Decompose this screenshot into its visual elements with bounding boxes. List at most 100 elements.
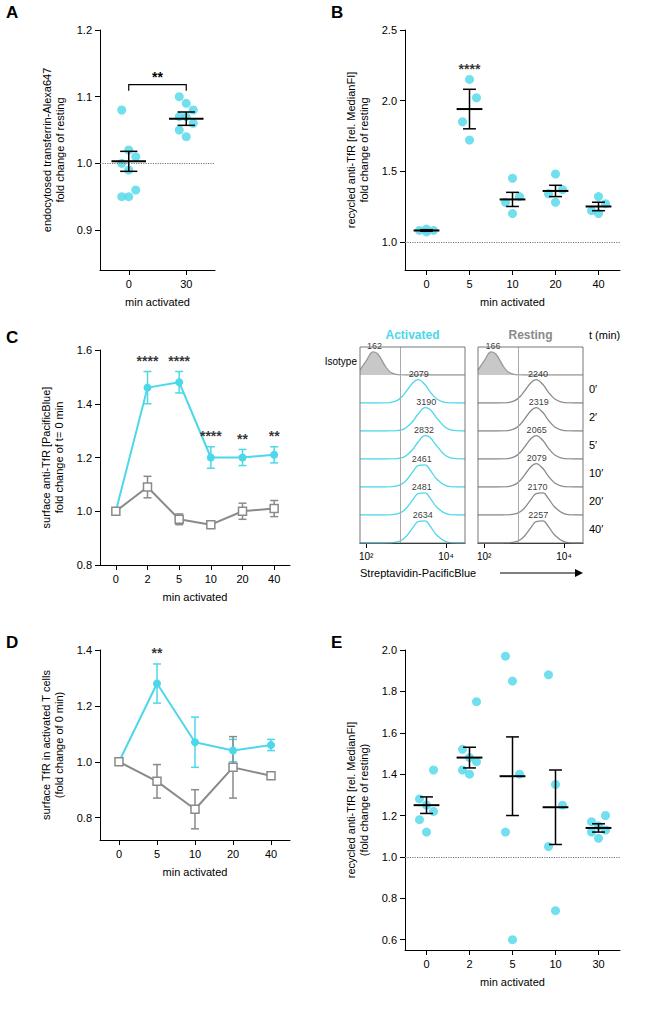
svg-text:10⁴: 10⁴ (556, 551, 571, 562)
svg-text:1.0: 1.0 (382, 236, 397, 248)
svg-text:1.6: 1.6 (382, 727, 397, 739)
svg-text:t (min): t (min) (589, 329, 620, 341)
svg-text:surface anti-TfR [PacificBlue]: surface anti-TfR [PacificBlue] (40, 387, 52, 529)
svg-text:****: **** (168, 353, 190, 369)
svg-text:**: ** (152, 69, 163, 85)
svg-text:5: 5 (509, 958, 515, 970)
svg-text:1.4: 1.4 (77, 398, 92, 410)
svg-text:Resting: Resting (508, 328, 552, 342)
svg-text:166: 166 (485, 341, 500, 351)
svg-text:0.6: 0.6 (382, 934, 397, 946)
svg-text:B: B (331, 3, 343, 22)
svg-text:2634: 2634 (413, 510, 433, 520)
svg-text:10′: 10′ (589, 467, 603, 479)
svg-text:D: D (6, 633, 18, 652)
svg-text:0: 0 (116, 848, 122, 860)
svg-text:0: 0 (126, 278, 132, 290)
svg-text:0′: 0′ (589, 383, 597, 395)
svg-text:10: 10 (549, 958, 561, 970)
svg-text:5: 5 (466, 278, 472, 290)
svg-text:surface TfR in activated T cel: surface TfR in activated T cells (40, 670, 52, 820)
svg-text:2170: 2170 (527, 482, 547, 492)
svg-text:5: 5 (176, 573, 182, 585)
svg-text:162: 162 (367, 341, 382, 351)
svg-text:Streptavidin-PacificBlue: Streptavidin-PacificBlue (360, 567, 476, 579)
svg-text:2079: 2079 (409, 369, 429, 379)
svg-text:2319: 2319 (529, 397, 549, 407)
svg-text:min activated: min activated (163, 866, 228, 878)
svg-text:recycled anti-TfR [rel. Median: recycled anti-TfR [rel. MedianFI] (345, 722, 357, 879)
svg-text:1.0: 1.0 (382, 851, 397, 863)
svg-text:0: 0 (113, 573, 119, 585)
svg-text:2481: 2481 (412, 482, 432, 492)
svg-text:10: 10 (189, 848, 201, 860)
svg-text:1.0: 1.0 (77, 505, 92, 517)
svg-text:E: E (331, 633, 342, 652)
svg-text:endocytosed transferrin-Alexa6: endocytosed transferrin-Alexa647 (41, 68, 53, 232)
svg-text:20: 20 (227, 848, 239, 860)
svg-text:1.8: 1.8 (382, 685, 397, 697)
svg-text:fold change of resting: fold change of resting (358, 97, 370, 202)
svg-text:1.2: 1.2 (77, 452, 92, 464)
svg-text:2.0: 2.0 (382, 644, 397, 656)
svg-text:2832: 2832 (414, 425, 434, 435)
svg-text:2461: 2461 (412, 454, 432, 464)
svg-text:10²: 10² (477, 551, 492, 562)
svg-text:10: 10 (506, 278, 518, 290)
svg-text:3190: 3190 (416, 397, 436, 407)
svg-text:min activated: min activated (125, 296, 190, 308)
svg-text:0.8: 0.8 (77, 559, 92, 571)
svg-text:0.8: 0.8 (382, 892, 397, 904)
svg-text:2: 2 (466, 958, 472, 970)
svg-text:1.4: 1.4 (77, 644, 92, 656)
svg-text:1.0: 1.0 (77, 756, 92, 768)
svg-text:40: 40 (265, 848, 277, 860)
svg-text:2257: 2257 (528, 510, 548, 520)
svg-text:fold change of t= 0 min: fold change of t= 0 min (53, 402, 65, 514)
svg-text:20: 20 (236, 573, 248, 585)
svg-text:10: 10 (205, 573, 217, 585)
svg-text:30: 30 (180, 278, 192, 290)
svg-text:C: C (6, 328, 18, 347)
svg-text:40′: 40′ (589, 523, 603, 535)
svg-text:recycled anti-TfR [rel. Median: recycled anti-TfR [rel. MedianFI] (345, 72, 357, 229)
svg-text:****: **** (200, 428, 222, 444)
svg-text:0.8: 0.8 (77, 812, 92, 824)
svg-text:min activated: min activated (480, 296, 545, 308)
svg-text:30: 30 (592, 958, 604, 970)
svg-text:Isotype: Isotype (325, 356, 358, 367)
svg-text:1.6: 1.6 (77, 344, 92, 356)
svg-text:10²: 10² (359, 551, 374, 562)
svg-text:1.5: 1.5 (382, 165, 397, 177)
svg-text:2065: 2065 (527, 425, 547, 435)
svg-text:40: 40 (592, 278, 604, 290)
svg-text:fold change of resting: fold change of resting (54, 97, 66, 202)
svg-text:1.1: 1.1 (77, 91, 92, 103)
svg-text:2.5: 2.5 (382, 24, 397, 36)
svg-text:20′: 20′ (589, 495, 603, 507)
svg-text:min activated: min activated (480, 976, 545, 988)
svg-text:(fold change of resting): (fold change of resting) (358, 744, 370, 857)
svg-text:2: 2 (144, 573, 150, 585)
svg-text:****: **** (137, 353, 159, 369)
svg-text:10⁴: 10⁴ (438, 551, 453, 562)
svg-text:1.2: 1.2 (77, 700, 92, 712)
svg-text:2′: 2′ (589, 411, 597, 423)
svg-text:1.2: 1.2 (382, 810, 397, 822)
svg-text:Activated: Activated (385, 328, 439, 342)
svg-text:2.0: 2.0 (382, 95, 397, 107)
svg-text:****: **** (459, 61, 481, 77)
svg-text:0: 0 (423, 958, 429, 970)
svg-text:**: ** (152, 645, 163, 661)
svg-text:A: A (6, 3, 18, 22)
svg-text:2240: 2240 (528, 369, 548, 379)
svg-text:1.4: 1.4 (382, 768, 397, 780)
svg-text:(fold change of 0 min): (fold change of 0 min) (53, 692, 65, 798)
svg-text:1.0: 1.0 (77, 157, 92, 169)
svg-text:5′: 5′ (589, 439, 597, 451)
svg-text:20: 20 (549, 278, 561, 290)
svg-text:2079: 2079 (527, 453, 547, 463)
svg-text:**: ** (237, 431, 248, 447)
svg-text:**: ** (269, 428, 280, 444)
svg-text:0: 0 (423, 278, 429, 290)
